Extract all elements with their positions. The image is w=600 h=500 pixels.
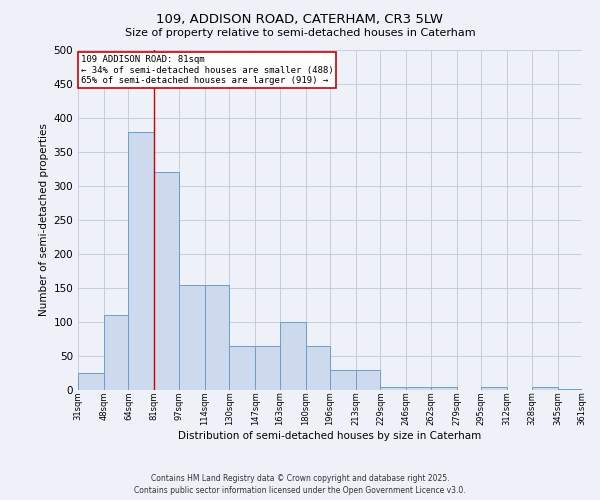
Text: Contains HM Land Registry data © Crown copyright and database right 2025.
Contai: Contains HM Land Registry data © Crown c… (134, 474, 466, 495)
Bar (280, 322, 305, 390)
Bar (406, 386, 431, 390)
Bar (380, 386, 406, 390)
X-axis label: Distribution of semi-detached houses by size in Caterham: Distribution of semi-detached houses by … (178, 431, 482, 441)
Text: Size of property relative to semi-detached houses in Caterham: Size of property relative to semi-detach… (125, 28, 475, 38)
Bar (532, 386, 557, 390)
Bar (229, 346, 255, 390)
Y-axis label: Number of semi-detached properties: Number of semi-detached properties (39, 124, 49, 316)
Bar (104, 315, 128, 390)
Bar (255, 346, 280, 390)
Bar (179, 284, 205, 390)
Bar (128, 132, 154, 390)
Bar (305, 346, 330, 390)
Text: 109, ADDISON ROAD, CATERHAM, CR3 5LW: 109, ADDISON ROAD, CATERHAM, CR3 5LW (157, 12, 443, 26)
Bar (330, 370, 356, 390)
Text: 109 ADDISON ROAD: 81sqm
← 34% of semi-detached houses are smaller (488)
65% of s: 109 ADDISON ROAD: 81sqm ← 34% of semi-de… (80, 55, 333, 85)
Bar (481, 386, 507, 390)
Bar (557, 388, 582, 390)
Bar (78, 373, 104, 390)
Bar (205, 284, 229, 390)
Bar (356, 370, 380, 390)
Bar (431, 386, 457, 390)
Bar (154, 172, 179, 390)
